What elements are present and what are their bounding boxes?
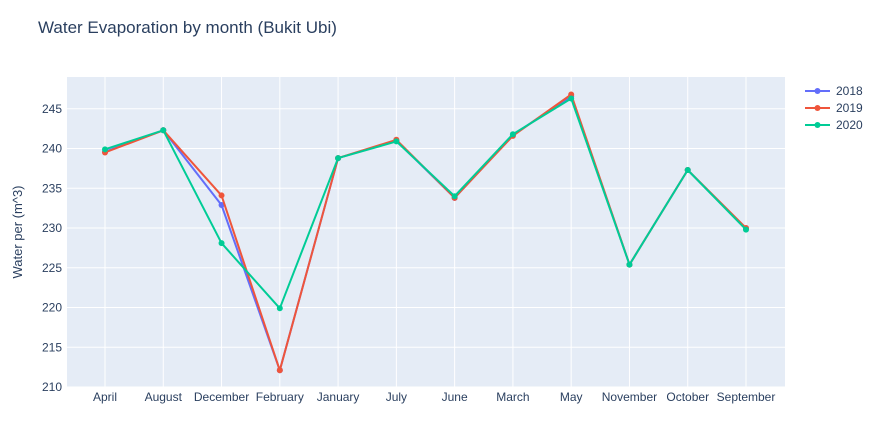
data-point[interactable] bbox=[276, 367, 283, 374]
data-point[interactable] bbox=[335, 155, 342, 162]
grid-lines bbox=[67, 77, 785, 388]
y-tick-label: 220 bbox=[42, 301, 62, 315]
chart-title: Water Evaporation by month (Bukit Ubi) bbox=[38, 18, 337, 37]
y-tick-label: 230 bbox=[42, 221, 62, 235]
y-tick-label: 215 bbox=[42, 340, 62, 354]
y-tick-label: 235 bbox=[42, 181, 62, 195]
data-point[interactable] bbox=[568, 95, 575, 102]
data-point[interactable] bbox=[451, 193, 458, 200]
y-tick-label: 225 bbox=[42, 261, 62, 275]
data-point[interactable] bbox=[276, 305, 283, 312]
legend-label: 2018 bbox=[836, 84, 863, 98]
legend-marker bbox=[814, 122, 821, 128]
x-tick-label: November bbox=[602, 390, 657, 404]
series-line bbox=[104, 97, 747, 310]
y-tick-label: 210 bbox=[42, 380, 62, 394]
y-tick-label: 240 bbox=[42, 142, 62, 156]
x-tick-label: July bbox=[386, 390, 407, 404]
legend-item-2020[interactable]: 2020 bbox=[805, 118, 863, 132]
series-layer bbox=[102, 91, 749, 374]
data-point[interactable] bbox=[160, 127, 167, 134]
x-tick-label: October bbox=[666, 390, 709, 404]
x-tick-label: August bbox=[145, 390, 183, 404]
x-tick-label: September bbox=[717, 390, 776, 404]
legend-label: 2020 bbox=[836, 118, 863, 132]
legend-label: 2019 bbox=[836, 101, 863, 115]
data-point[interactable] bbox=[393, 138, 400, 145]
series-2020 bbox=[102, 95, 749, 312]
data-point[interactable] bbox=[684, 167, 691, 173]
legend-marker bbox=[814, 105, 821, 111]
y-axis-ticks: 210 215 220 225 230 235 240 245 bbox=[42, 102, 62, 394]
y-tick-label: 245 bbox=[42, 102, 62, 116]
data-point[interactable] bbox=[102, 146, 108, 153]
x-tick-label: April bbox=[93, 390, 117, 404]
x-tick-label: March bbox=[496, 390, 529, 404]
y-axis-title: Water per (m^3) bbox=[10, 185, 25, 278]
legend-item-2018[interactable]: 2018 bbox=[805, 84, 863, 98]
x-tick-label: February bbox=[256, 390, 304, 404]
x-tick-label: May bbox=[560, 390, 583, 404]
x-axis-ticks: April August December February January July Ju… bbox=[93, 390, 775, 404]
x-tick-label: December bbox=[194, 390, 249, 404]
data-point[interactable] bbox=[218, 192, 225, 199]
data-point[interactable] bbox=[509, 131, 516, 138]
legend-marker bbox=[814, 88, 821, 94]
data-point[interactable] bbox=[218, 240, 225, 247]
data-point[interactable] bbox=[218, 201, 225, 208]
plot-background bbox=[67, 77, 785, 387]
data-point[interactable] bbox=[626, 261, 633, 268]
x-tick-label: June bbox=[442, 390, 468, 404]
legend[interactable]: 2018 2019 2020 bbox=[805, 84, 863, 132]
legend-item-2019[interactable]: 2019 bbox=[805, 101, 863, 115]
x-tick-label: January bbox=[317, 390, 360, 404]
data-point[interactable] bbox=[743, 226, 749, 233]
